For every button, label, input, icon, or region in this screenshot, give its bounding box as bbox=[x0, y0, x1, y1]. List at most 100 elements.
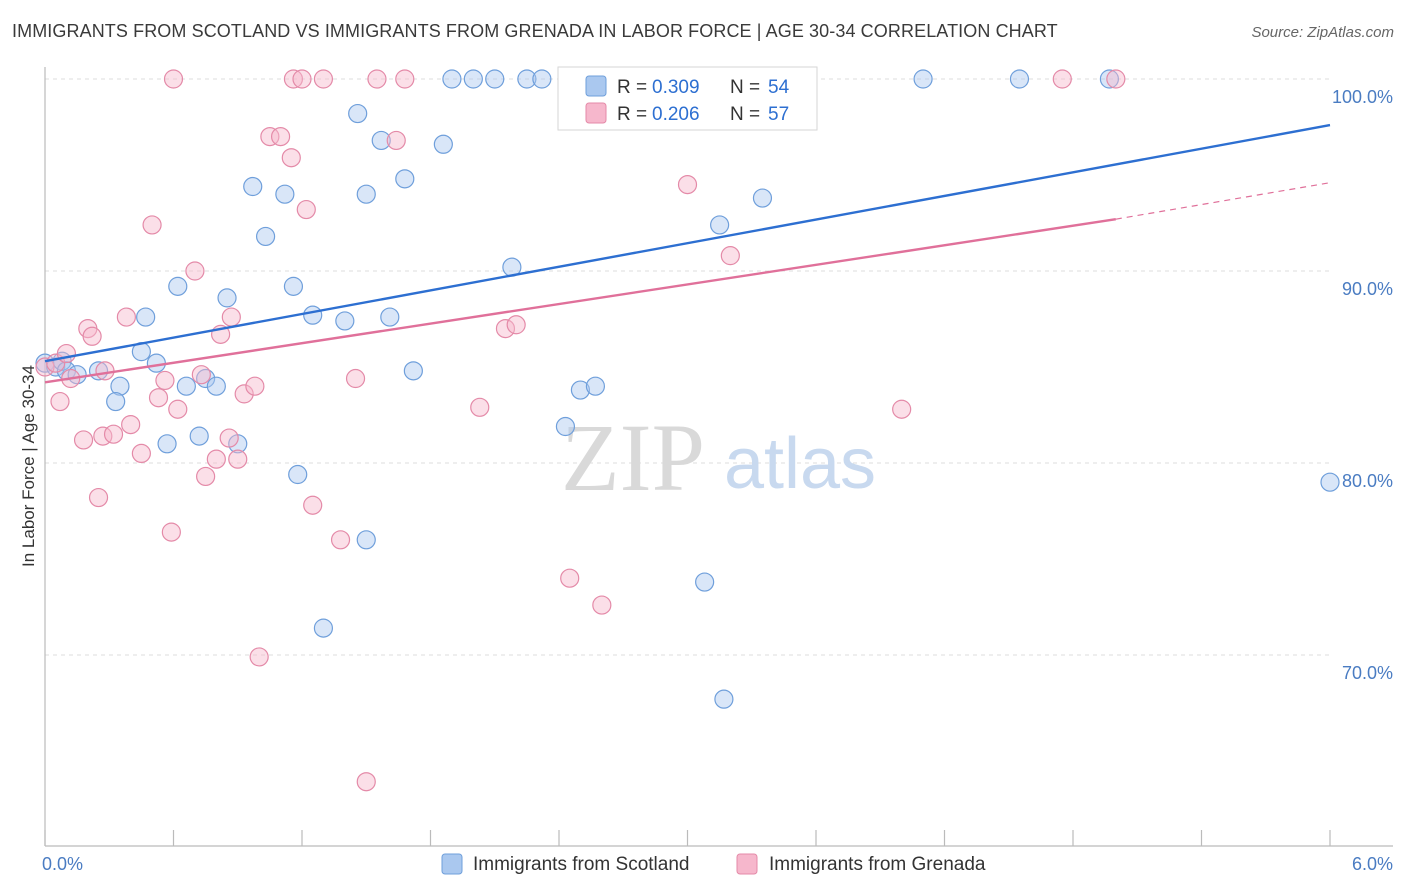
point-grenada-38 bbox=[303, 495, 323, 515]
point-grenada-13 bbox=[121, 415, 141, 435]
point-grenada-14 bbox=[131, 443, 151, 463]
point-grenada-11 bbox=[103, 424, 124, 444]
stats-legend-swatch-scotland bbox=[585, 75, 607, 97]
point-grenada-16 bbox=[148, 388, 169, 408]
point-grenada-19 bbox=[163, 69, 184, 89]
point-grenada-20 bbox=[168, 399, 188, 419]
point-scotland-23 bbox=[288, 464, 308, 485]
y-tick-label-3: 100.0% bbox=[1332, 87, 1393, 107]
stats-n-label-scotland: N = bbox=[730, 77, 760, 98]
point-grenada-24 bbox=[206, 449, 226, 469]
point-grenada-18 bbox=[161, 522, 181, 542]
point-grenada-49 bbox=[560, 568, 580, 588]
watermark: ZIP atlas bbox=[561, 404, 876, 511]
x-tick-labels: 0.0% 6.0% bbox=[42, 854, 1393, 874]
point-scotland-10 bbox=[146, 353, 166, 373]
point-grenada-5 bbox=[73, 430, 94, 450]
point-scotland-33 bbox=[395, 169, 415, 189]
point-grenada-37 bbox=[296, 199, 316, 220]
point-grenada-44 bbox=[386, 130, 406, 151]
y-tick-label-2: 90.0% bbox=[1342, 279, 1393, 299]
point-grenada-12 bbox=[116, 307, 136, 327]
point-grenada-54 bbox=[892, 399, 912, 419]
stats-n-value-grenada: 57 bbox=[768, 104, 789, 125]
point-scotland-49 bbox=[752, 188, 773, 208]
watermark-atlas: atlas bbox=[724, 424, 876, 504]
point-grenada-2 bbox=[50, 391, 70, 412]
point-scotland-35 bbox=[442, 69, 462, 89]
point-scotland-32 bbox=[403, 361, 423, 381]
point-grenada-28 bbox=[228, 449, 248, 469]
stats-r-value-grenada: 0.206 bbox=[652, 104, 700, 125]
point-scotland-25 bbox=[313, 618, 334, 638]
point-grenada-55 bbox=[1052, 69, 1072, 89]
point-grenada-41 bbox=[345, 368, 366, 389]
y-tick-label-1: 80.0% bbox=[1342, 471, 1393, 491]
point-grenada-10 bbox=[95, 361, 115, 381]
point-scotland-51 bbox=[913, 69, 933, 89]
point-scotland-13 bbox=[176, 376, 196, 396]
point-grenada-27 bbox=[221, 307, 241, 327]
point-grenada-45 bbox=[395, 69, 415, 89]
legend-label-grenada: Immigrants from Grenada bbox=[769, 854, 986, 875]
point-grenada-0 bbox=[35, 357, 55, 377]
point-scotland-19 bbox=[243, 176, 263, 197]
point-scotland-12 bbox=[168, 276, 188, 296]
point-grenada-43 bbox=[367, 69, 387, 89]
point-scotland-16 bbox=[206, 376, 226, 396]
point-grenada-29 bbox=[234, 384, 254, 404]
point-grenada-3 bbox=[56, 343, 77, 364]
point-scotland-22 bbox=[283, 276, 304, 296]
legend-label-scotland: Immigrants from Scotland bbox=[473, 854, 689, 875]
point-grenada-34 bbox=[281, 148, 301, 168]
trendline-scotland bbox=[44, 123, 1331, 363]
trend-lines bbox=[44, 123, 1331, 384]
point-scotland-6 bbox=[110, 376, 130, 396]
point-scotland-9 bbox=[136, 307, 156, 327]
point-grenada-21 bbox=[185, 261, 205, 281]
stats-n-label-grenada: N = bbox=[730, 104, 760, 125]
point-grenada-32 bbox=[260, 127, 280, 147]
point-grenada-52 bbox=[677, 175, 698, 195]
point-scotland-47 bbox=[710, 215, 730, 235]
stats-r-label-scotland: R = bbox=[617, 77, 647, 98]
point-grenada-15 bbox=[142, 215, 162, 235]
point-scotland-41 bbox=[555, 416, 576, 437]
point-scotland-53 bbox=[1099, 69, 1120, 89]
point-scotland-29 bbox=[356, 184, 376, 204]
point-scotland-26 bbox=[335, 311, 355, 331]
point-scotland-20 bbox=[255, 226, 276, 247]
stats-legend-swatch-grenada bbox=[585, 102, 607, 124]
point-scotland-17 bbox=[217, 288, 237, 308]
series-grenada-points bbox=[35, 69, 1126, 792]
point-grenada-23 bbox=[196, 466, 216, 487]
point-scotland-40 bbox=[532, 69, 552, 89]
series-scotland-points bbox=[35, 69, 1340, 709]
x-tick-label-1: 6.0% bbox=[1352, 854, 1393, 874]
point-scotland-11 bbox=[157, 434, 177, 454]
trendline-grenada bbox=[44, 217, 1117, 384]
point-grenada-7 bbox=[82, 326, 102, 346]
point-grenada-17 bbox=[155, 370, 175, 391]
gridlines bbox=[45, 78, 1330, 656]
legend-swatch-grenada bbox=[736, 853, 758, 875]
point-grenada-46 bbox=[470, 397, 490, 417]
point-scotland-7 bbox=[106, 391, 126, 412]
point-scotland-48 bbox=[714, 689, 734, 709]
point-scotland-34 bbox=[433, 134, 453, 154]
point-grenada-56 bbox=[1106, 69, 1126, 89]
point-scotland-43 bbox=[585, 376, 606, 396]
point-grenada-39 bbox=[313, 69, 334, 89]
y-tick-label-0: 70.0% bbox=[1342, 663, 1393, 683]
y-axis-title: In Labor Force | Age 30-34 bbox=[19, 365, 38, 567]
point-scotland-37 bbox=[485, 69, 505, 89]
point-scotland-36 bbox=[463, 69, 483, 89]
point-grenada-50 bbox=[592, 595, 612, 615]
axes bbox=[44, 67, 1393, 847]
point-scotland-21 bbox=[275, 184, 295, 204]
stats-legend: R = 0.309 N = 54 R = 0.206 N = 57 bbox=[557, 66, 818, 131]
series-legend: Immigrants from Scotland Immigrants from… bbox=[441, 853, 986, 875]
point-scotland-24 bbox=[303, 305, 323, 325]
chart-source: Source: ZipAtlas.com bbox=[1251, 24, 1394, 41]
